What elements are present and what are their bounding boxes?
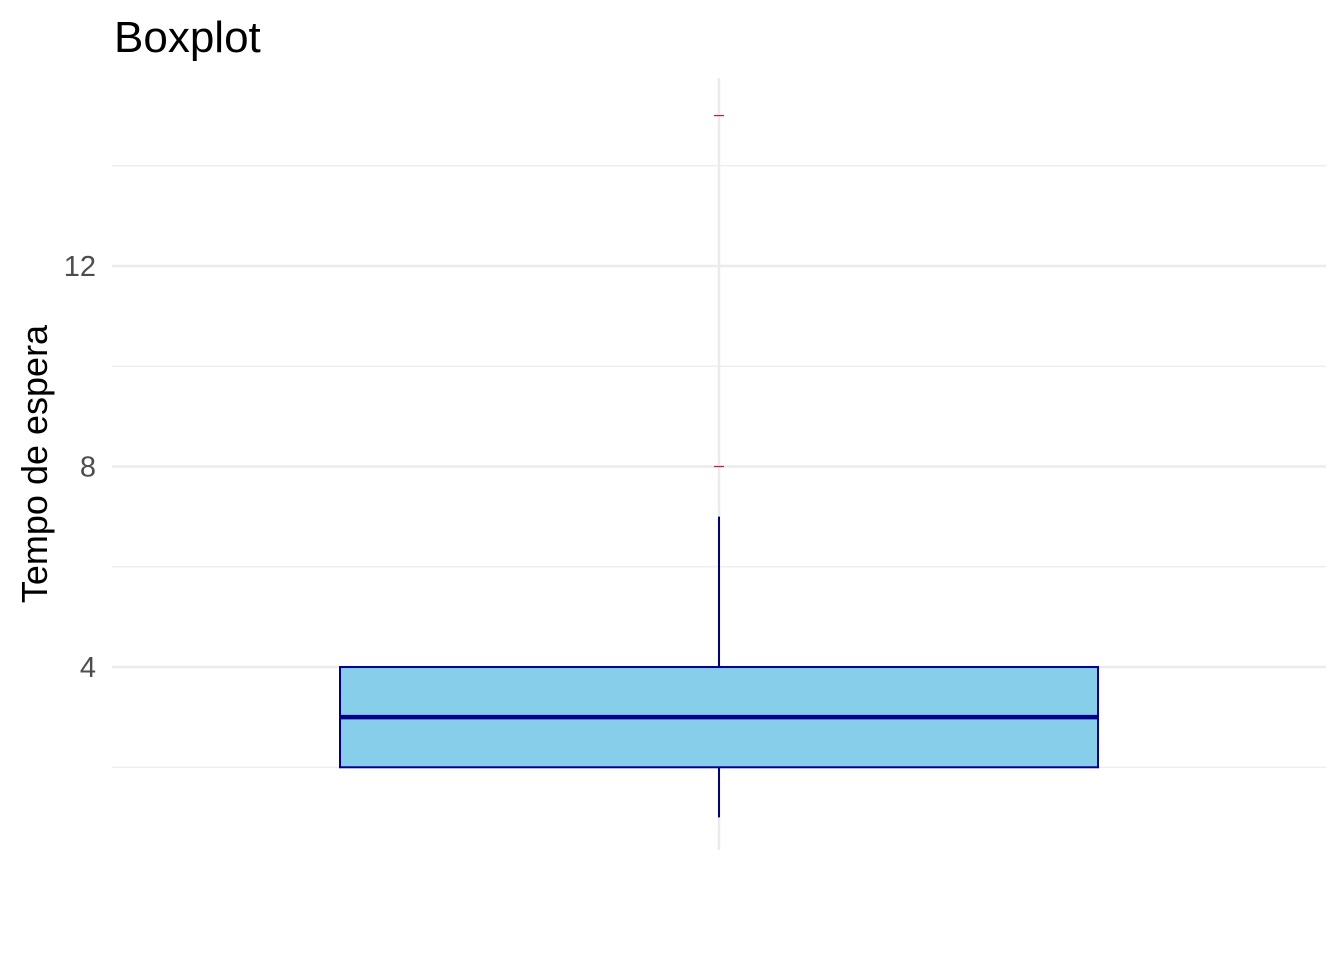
box-layer [339,114,1099,818]
chart-title: Boxplot [114,13,261,62]
y-tick-label: 4 [80,652,96,684]
y-tick-label: 8 [80,452,96,484]
y-tick-label: 12 [64,251,96,283]
y-axis-label: Tempo de espera [14,324,55,603]
y-axis-ticks: 4 8 12 [64,251,96,684]
